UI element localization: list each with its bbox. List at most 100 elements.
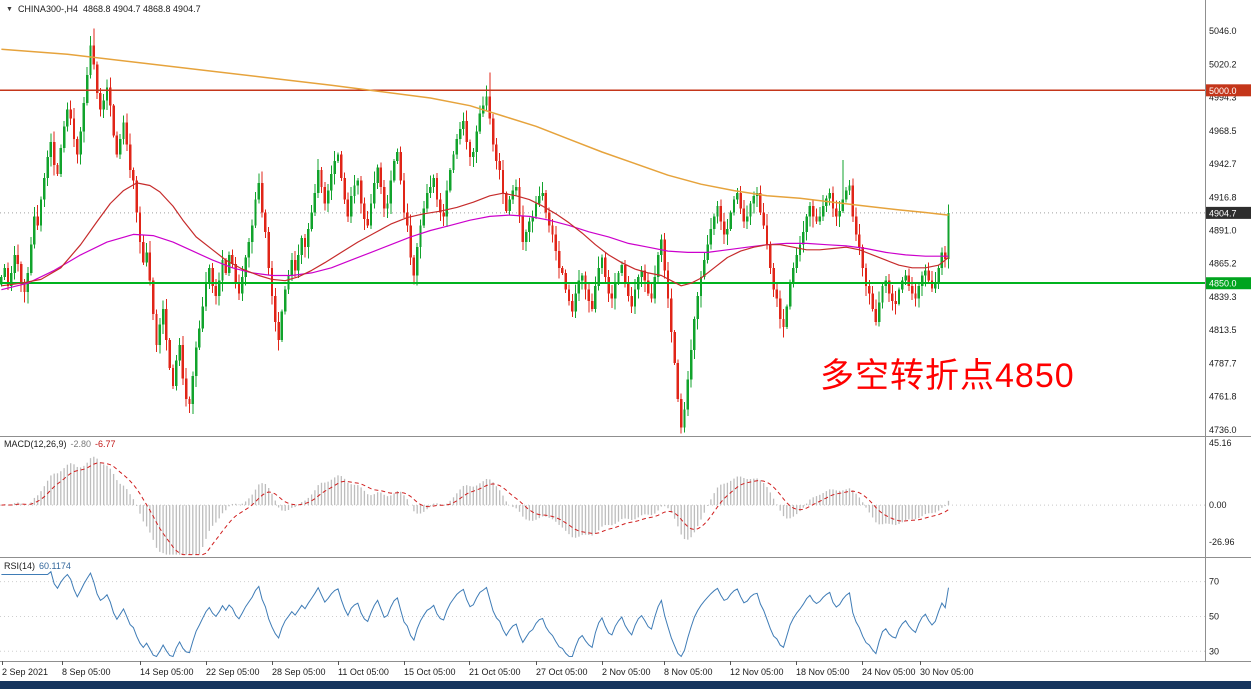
candle-body [320,170,323,187]
svg-text:14 Sep 05:00: 14 Sep 05:00 [140,667,194,677]
candle-body [607,276,610,294]
macd-signal-line [1,462,949,556]
candle-body [449,170,452,191]
candle-body [95,64,99,93]
candle-body [389,180,392,204]
rsi-indicator-label: RSI(14) 60.1174 [4,561,71,571]
candle-body [214,285,218,297]
candle-body [508,199,511,212]
candle-body [841,199,845,212]
ma-orange-slow [1,48,949,216]
candle-body [590,301,594,309]
candle-body [749,203,752,217]
candle-body [297,254,300,271]
candle-body [610,293,614,299]
candle-body [234,263,237,284]
candle-body [264,212,267,232]
candle-body [53,141,56,165]
svg-text:21 Oct 05:00: 21 Oct 05:00 [469,667,521,677]
candle-body [224,260,227,273]
candle-body [152,280,155,315]
svg-text:4904.7: 4904.7 [1209,208,1237,218]
candle-body [386,203,389,209]
candle-body [356,180,359,186]
svg-text:2 Nov 05:00: 2 Nov 05:00 [602,667,651,677]
candle-body [43,177,46,200]
macd-pane [0,456,1205,556]
candle-body [6,267,10,286]
candle-body [736,193,739,200]
candle-body [887,280,891,294]
candle-body [614,283,617,299]
candle-body [168,339,171,369]
candle-body [109,87,112,106]
svg-text:4994.3: 4994.3 [1209,93,1237,103]
candle-body [907,275,911,286]
candle-body [746,216,749,222]
candle-body [673,332,676,363]
candle-body [779,298,782,320]
candle-body [191,375,194,405]
candle-body [455,139,458,155]
time-axis[interactable] [0,661,1251,681]
candle-body [257,182,260,200]
one-click-trading-arrow-icon[interactable]: ▼ [6,5,13,13]
macd-name: MACD(12,26,9) [4,439,67,449]
candle-body [231,254,234,264]
candle-body [49,141,53,158]
candle-body [821,206,825,217]
candle-body [442,212,445,217]
candle-body [373,182,376,204]
candle-body [901,280,904,290]
horizontal-lines[interactable] [0,89,1205,285]
candle-body [419,225,422,248]
ma-magenta-medium [1,214,949,291]
candle-body [412,257,416,276]
candle-body [940,252,944,268]
price-axis[interactable] [1206,0,1251,661]
rsi-line [1,570,949,658]
candle-body [204,283,208,307]
candle-body [709,229,713,245]
candle-body [544,193,548,213]
candle-body [627,283,630,297]
candle-body [218,280,221,297]
rsi-value: 60.1174 [39,561,71,571]
candle-body [399,152,402,181]
candle-body [782,319,785,327]
svg-text:12 Nov 05:00: 12 Nov 05:00 [730,667,784,677]
candle-body [851,185,854,217]
rsi-pane [0,570,1205,658]
candle-body [726,229,729,235]
candle-body [293,260,297,271]
candle-body [171,368,175,387]
candle-body [458,128,462,140]
candle-body [818,216,821,222]
price-tags: 5000.0 4850.0 4904.7 [1206,84,1251,290]
candle-body [864,267,868,286]
candle-body [719,206,722,222]
candle-body [307,229,310,248]
candle-body [323,186,326,204]
candle-body [128,144,132,171]
candle-body [663,239,666,271]
svg-text:4787.7: 4787.7 [1209,358,1237,368]
candle-body [785,306,788,327]
candle-body [643,270,647,281]
svg-text:4968.5: 4968.5 [1209,126,1237,136]
candle-body [237,283,241,294]
candle-body [703,260,706,277]
candle-body [247,242,251,258]
candle-body [937,267,940,284]
candle-body [254,199,257,226]
candle-body [435,177,439,200]
svg-text:4942.7: 4942.7 [1209,159,1237,169]
candle-body [99,92,102,110]
candle-body [346,199,350,217]
candle-body [310,212,313,230]
candle-body [498,161,501,171]
candle-body [713,216,716,230]
